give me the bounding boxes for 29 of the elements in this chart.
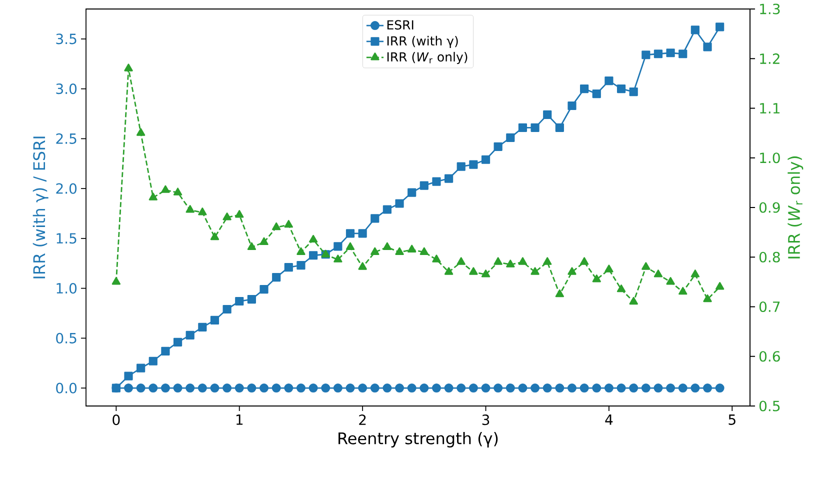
x-tick-label: 5	[728, 414, 736, 425]
legend-label: ESRI	[387, 20, 414, 30]
y-tick-label: 0.5	[56, 332, 76, 344]
y2-axis-title: IRR (W$_{r}$ only)	[788, 156, 804, 258]
x-tick-label: 2	[359, 414, 366, 425]
y-tick-label: 2.0	[56, 183, 77, 194]
y2-tick-label: 0.7	[759, 301, 780, 312]
legend-label: IRR (W$_{r}$ only)	[387, 52, 468, 64]
y2-tick-label: 0.5	[759, 400, 780, 412]
y2-tick-label: 0.6	[759, 351, 780, 362]
x-tick-label: 3	[482, 414, 490, 426]
y-tick-label: 3.0	[56, 83, 77, 94]
y-tick-label: 0.0	[56, 382, 77, 394]
legend-label: IRR (with γ)	[387, 36, 458, 48]
y-tick-label: 1.5	[56, 233, 76, 244]
y-axis-title: IRR (with γ) / ESRI	[32, 136, 48, 278]
x-axis-title: Reentry strength (γ)	[338, 432, 498, 448]
y-tick-label: 3.5	[56, 34, 76, 44]
x-tick-label: 4	[605, 414, 613, 425]
y2-tick-label: 0.9	[759, 202, 780, 213]
y2-tick-label: 1.0	[760, 152, 780, 164]
y2-tick-label: 1.1	[760, 103, 780, 114]
y-tick-label: 1.0	[56, 282, 77, 294]
y2-tick-label: 1.2	[760, 53, 780, 64]
x-tick-label: 1	[236, 414, 243, 425]
y2-tick-label: 0.8	[759, 252, 780, 262]
y-tick-label: 2.5	[56, 133, 76, 144]
y2-tick-label: 1.3	[760, 4, 780, 14]
x-tick-label: 0	[112, 414, 120, 426]
